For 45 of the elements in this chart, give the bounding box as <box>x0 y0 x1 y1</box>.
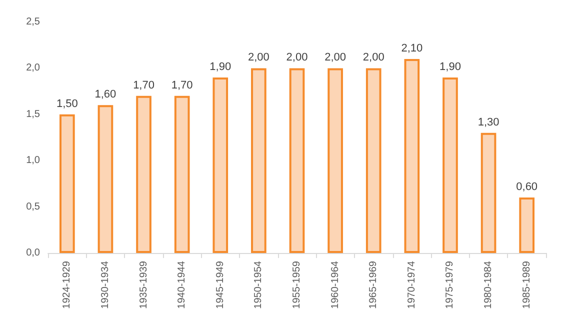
x-tick-label: 1950-1954 <box>253 260 264 309</box>
y-tick-label: 1,5 <box>26 108 40 120</box>
data-label: 2,10 <box>401 42 423 54</box>
bar <box>328 68 343 253</box>
y-tick-label: 1,0 <box>26 155 40 166</box>
x-tick-label: 1985-1989 <box>521 260 532 309</box>
x-tick-label: 1965-1969 <box>368 260 380 309</box>
data-label: 2,00 <box>286 52 308 64</box>
bar <box>289 68 305 253</box>
x-tick-label: 1940-1944 <box>176 260 188 309</box>
data-label: 0,60 <box>516 181 538 194</box>
bar <box>519 198 535 253</box>
data-label: 2,00 <box>324 52 346 64</box>
data-label: 1,90 <box>210 60 232 73</box>
data-label: 1,70 <box>133 79 154 92</box>
data-label: 1,50 <box>56 98 78 110</box>
data-label: 1,90 <box>440 60 461 73</box>
bar <box>212 77 228 253</box>
x-tick-label: 1955-1959 <box>292 260 302 309</box>
bar <box>59 114 75 253</box>
data-label: 2,00 <box>248 52 270 64</box>
x-tick-label: 1945-1949 <box>214 260 226 309</box>
bar <box>480 132 496 253</box>
bar <box>366 68 382 253</box>
x-tick-label: 1924-1929 <box>62 260 73 309</box>
bar <box>442 77 458 253</box>
bar <box>136 96 152 253</box>
data-label: 2,00 <box>362 52 384 64</box>
data-label: 1,30 <box>478 116 500 128</box>
x-tick-label: 1975-1979 <box>444 260 456 309</box>
y-tick-label: 0,5 <box>26 201 40 212</box>
x-tick-label: 1980-1984 <box>483 260 494 309</box>
x-tick-label: 1930-1934 <box>100 260 111 309</box>
bar <box>251 68 266 253</box>
x-tick-label: 1935-1939 <box>138 260 150 309</box>
y-tick-label: 2,0 <box>26 62 40 74</box>
bar <box>174 96 190 253</box>
y-tick-label: 0,0 <box>26 248 40 258</box>
bar <box>98 105 114 253</box>
data-label: 1,60 <box>94 88 116 101</box>
y-tick-label: 2,5 <box>26 16 40 28</box>
data-label: 1,70 <box>171 79 193 92</box>
x-tick-label: 1960-1964 <box>330 260 341 309</box>
bar <box>404 58 420 253</box>
x-tick-label: 1970-1974 <box>406 260 418 309</box>
